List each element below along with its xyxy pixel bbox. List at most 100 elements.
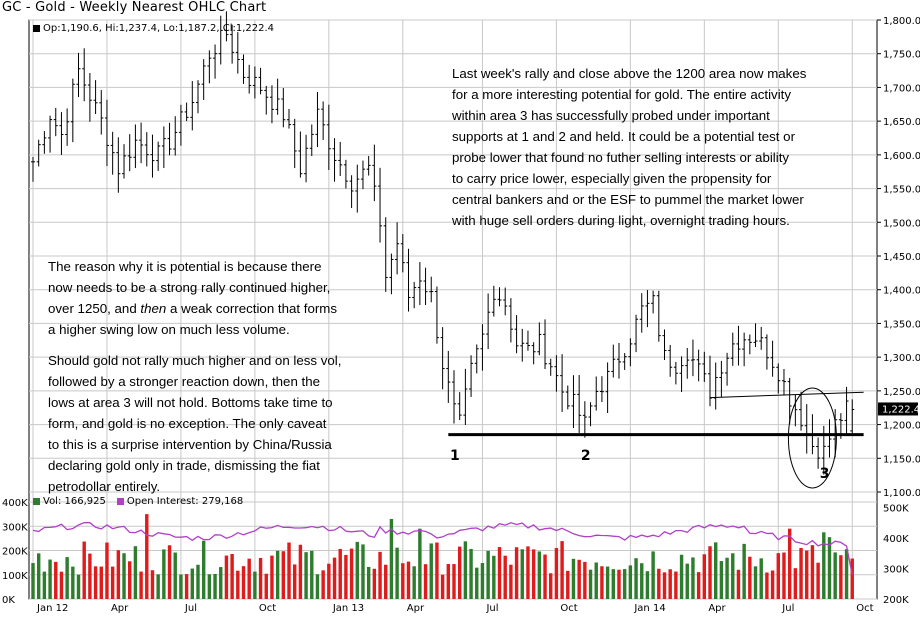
volume-bar [395, 547, 399, 599]
annotation-line: Last week's rally and close above the 12… [452, 66, 807, 81]
annotation-line: petrodollar entirely. [48, 479, 161, 494]
left-annotation-para2: Should gold not rally much higher and on… [48, 350, 341, 497]
annotation-line: lows at area 3 will not hold. Bottoms ta… [48, 395, 333, 410]
volume-bar [805, 550, 809, 599]
volume-bar [549, 573, 553, 599]
volume-bar [292, 564, 297, 599]
x-tick-label: Jul [781, 603, 794, 614]
volume-bar [207, 574, 212, 599]
volume-bar [770, 570, 775, 599]
y-tick-label: 1,500.0 [883, 218, 920, 229]
volume-bar [241, 566, 246, 599]
volume-bar [201, 540, 206, 599]
annotation-line: form, and gold is no exception. The only… [48, 416, 327, 431]
volume-bar [366, 566, 371, 599]
volume-bar [196, 564, 200, 599]
volume-bar [600, 566, 604, 599]
volume-bar [190, 568, 195, 599]
resistance-line [709, 391, 864, 399]
vol-tick-label: 100K [2, 571, 28, 582]
volume-bar [475, 567, 479, 599]
volume-bar [810, 545, 815, 599]
last-price-marker [878, 402, 918, 416]
volume-bar [736, 569, 741, 599]
volume-bar [361, 544, 365, 599]
volume-bar [349, 548, 354, 599]
oi-tick-label: 200K [883, 595, 909, 606]
area-label-3: 3 [820, 466, 830, 482]
volume-bar [622, 569, 627, 599]
y-tick-label: 1,450.0 [883, 252, 920, 263]
volume-bar [634, 558, 638, 599]
volume-bar [469, 548, 473, 599]
volume-bar [617, 569, 621, 599]
ohlc-legend: Op:1,190.6, Hi:1,237.4, Lo:1,187.2, Cl:1… [33, 23, 274, 34]
volume-bar [139, 571, 143, 599]
volume-bar [497, 547, 502, 599]
volume-bar [179, 574, 183, 599]
volume-bars [31, 514, 854, 599]
volume-bar [702, 554, 707, 599]
y-tick-label: 1,700.0 [883, 83, 920, 94]
volume-bar [503, 555, 507, 599]
volume-bar [372, 568, 377, 599]
top-right-annotation: Last week's rally and close above the 12… [452, 63, 806, 231]
volume-legend-text: Vol: 166,925 [43, 496, 106, 507]
y-tick-label: 1,100.0 [883, 488, 920, 499]
volume-bar [173, 552, 177, 599]
annotation-text: a weak correction that forms [166, 301, 338, 316]
volume-bar [275, 550, 280, 599]
volume-bar [310, 550, 314, 599]
volume-bar [156, 574, 160, 599]
volume-bar [338, 548, 342, 599]
volume-bar [344, 554, 348, 599]
grid-lines [29, 19, 877, 600]
volume-bar [71, 566, 75, 599]
chart-annotations: 1 2 3 [448, 387, 864, 489]
volume-bar [270, 555, 274, 599]
x-tick-label: Apr [111, 603, 129, 614]
volume-bar [577, 559, 581, 599]
volume-bar [93, 566, 98, 599]
volume-bar [611, 569, 616, 599]
volume-bar [640, 563, 644, 599]
volume-bar [264, 573, 268, 599]
annotation-line: a higher swing low on much less volume. [48, 322, 290, 337]
y-tick-label: 1,800.0 [883, 16, 920, 27]
volume-bar [645, 571, 650, 599]
volume-bar [844, 549, 849, 599]
volume-bar [440, 574, 445, 599]
volume-bar [816, 562, 820, 599]
volume-bar [708, 546, 712, 599]
annotation-line: followed by a stronger reaction down, th… [48, 374, 321, 389]
ohlc-legend-text: Op:1,190.6, Hi:1,237.4, Lo:1,187.2, Cl:1… [43, 23, 275, 34]
area-label-2: 2 [581, 448, 591, 464]
volume-bar [628, 565, 633, 599]
volume-bar [184, 574, 189, 599]
oi-legend-swatch [116, 498, 124, 505]
annotation-line: probe lower that found no futher selling… [452, 150, 790, 165]
volume-bar [446, 564, 451, 599]
x-tick-label: Apr [407, 603, 425, 614]
volume-bar [560, 541, 564, 599]
volume-bar [725, 557, 729, 599]
volume-bar [782, 552, 786, 599]
volume-bar [82, 541, 86, 599]
volume-bar [435, 542, 439, 599]
volume-bar [247, 558, 251, 599]
volume-bar [281, 551, 286, 599]
volume-bar [384, 564, 388, 599]
volume-bar [31, 563, 35, 599]
volume-bar [327, 563, 331, 599]
price-bars [31, 11, 855, 475]
volume-bar [230, 554, 234, 599]
vol-tick-label: 200K [2, 547, 28, 558]
y-tick-label: 1,300.0 [883, 353, 920, 364]
volume-bar [321, 570, 325, 599]
volume-bar [88, 553, 92, 599]
volume-bar [99, 566, 103, 599]
volume-bar [219, 567, 223, 599]
volume-bar [651, 551, 655, 599]
